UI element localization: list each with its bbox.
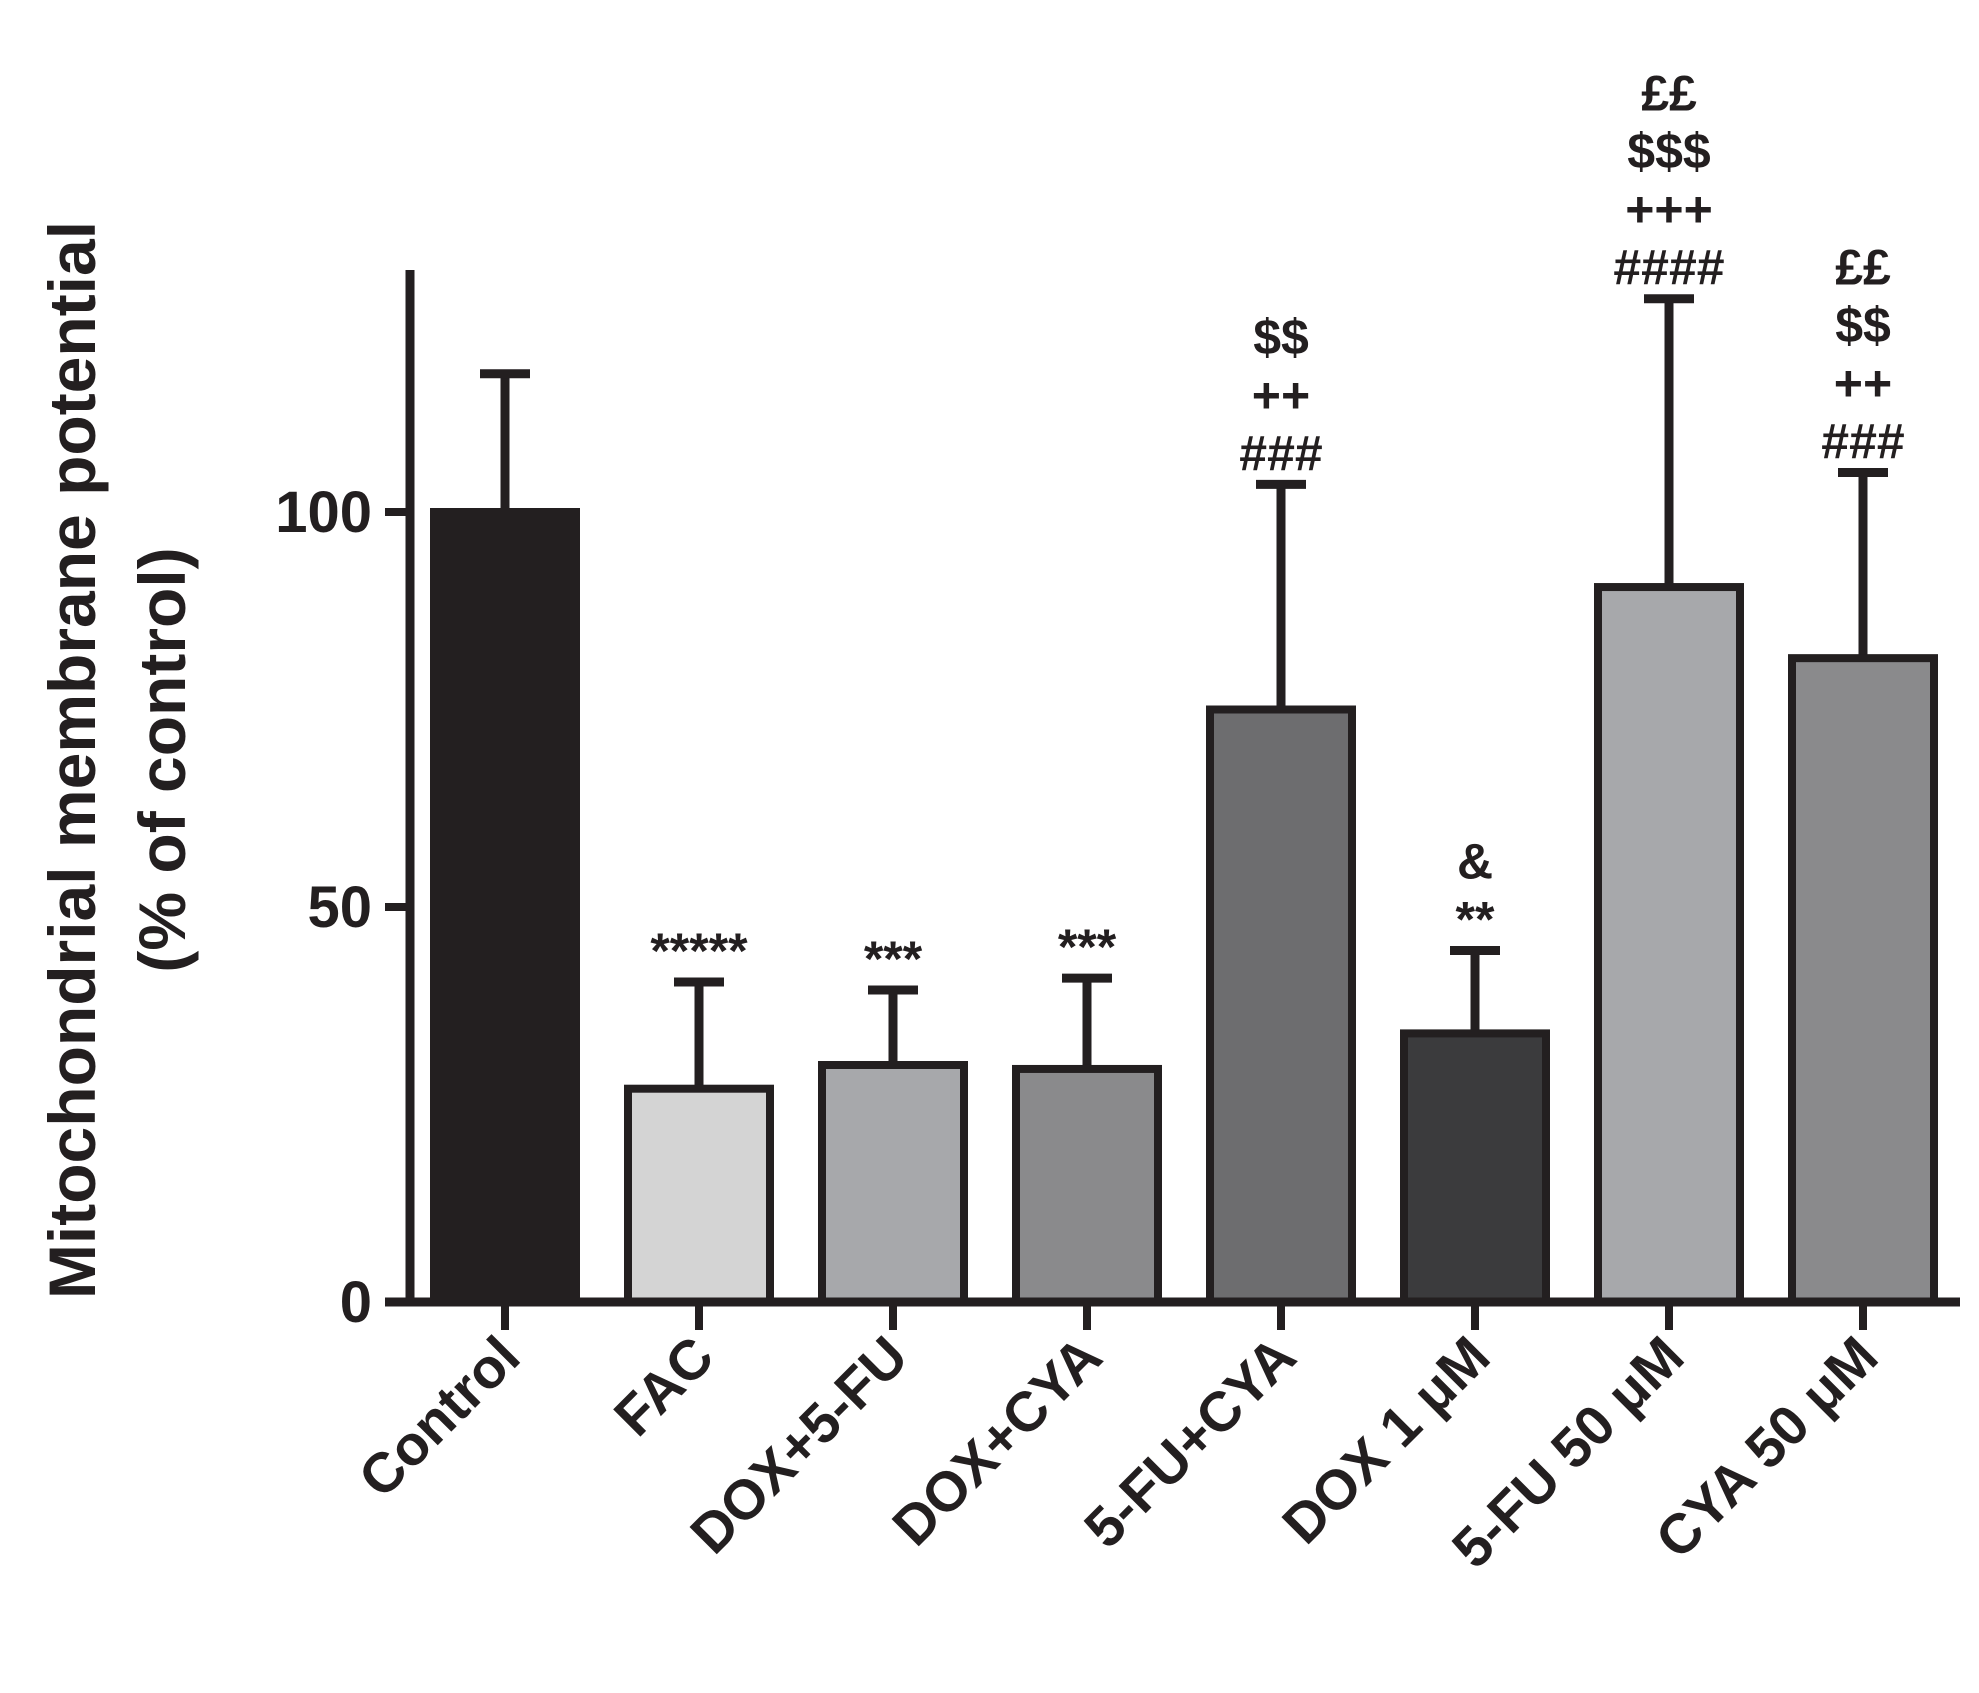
bar [430, 508, 580, 1306]
bar [1206, 705, 1356, 1306]
y-axis-label: Mitochondrial membrane potential (% of c… [35, 221, 199, 1299]
y-tick-label: 0 [340, 1270, 372, 1335]
x-category-label: 5-FU+CYA [1072, 1324, 1308, 1560]
bar [624, 1084, 774, 1306]
significance-marker: +++ [1625, 182, 1713, 238]
significance-marker: ££ [1641, 66, 1697, 122]
bar [1594, 583, 1744, 1306]
x-category-label: Control [346, 1324, 531, 1509]
significance-marker: $$ [1253, 309, 1309, 365]
y-axis-label-line2: (% of control) [125, 547, 199, 972]
bars-layer [430, 294, 1938, 1307]
significance-marker: *** [1058, 919, 1117, 975]
bar [1788, 654, 1938, 1306]
bar [818, 1061, 968, 1306]
significance-marker: #### [1613, 240, 1724, 296]
y-tick-label: 100 [275, 480, 372, 545]
bar [1012, 1064, 1162, 1306]
y-tick-label: 50 [307, 875, 372, 940]
significance-marker: ### [1821, 414, 1904, 470]
significance-marker: ***** [650, 923, 748, 979]
significance-marker: $$$ [1627, 124, 1711, 180]
significance-marker: *** [864, 931, 923, 987]
significance-marker: ++ [1834, 356, 1892, 412]
significance-marker: ++ [1252, 367, 1310, 423]
y-ticks-layer: 0 50 100 [275, 480, 1867, 1335]
significance-marker: ££ [1835, 240, 1891, 296]
y-axis-label-line1: Mitochondrial membrane potential [35, 221, 109, 1299]
axis-layer [385, 270, 1960, 1307]
significance-marker: & [1457, 833, 1493, 889]
x-category-label: FAC [602, 1324, 726, 1448]
significance-marker: $$ [1835, 298, 1891, 354]
bar [1400, 1029, 1550, 1307]
significance-marker: ** [1456, 891, 1495, 947]
significance-marker: ### [1239, 425, 1322, 481]
